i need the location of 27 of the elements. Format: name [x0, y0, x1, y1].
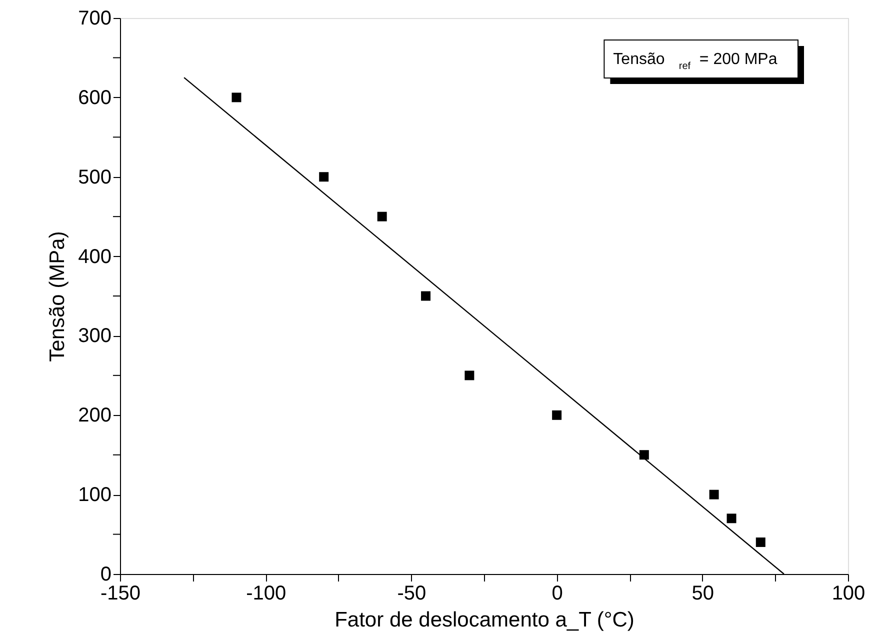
- y-tick-label: 0: [100, 564, 112, 586]
- x-tick-label: 0: [552, 582, 563, 604]
- x-tick-label: -150: [100, 582, 141, 604]
- y-tick-label: 500: [78, 166, 112, 188]
- y-tick-label: 100: [78, 484, 112, 506]
- x-tick-label: 100: [832, 582, 866, 604]
- point: [709, 490, 719, 500]
- point: [726, 514, 736, 524]
- point: [421, 291, 431, 301]
- y-tick-label: 300: [78, 325, 112, 348]
- x-tick-label: -50: [397, 582, 426, 604]
- x-tick-label: 50: [692, 582, 714, 604]
- y-axis-title: Tensão (MPa): [46, 231, 70, 362]
- point: [232, 92, 242, 102]
- point: [377, 212, 387, 222]
- y-tick-label: 400: [78, 246, 112, 268]
- point: [756, 537, 766, 547]
- y-tick-label: 600: [78, 86, 112, 109]
- x-tick-label: -100: [246, 582, 286, 604]
- x-axis-title: Fator de deslocamento a_T (°C): [334, 608, 634, 632]
- point: [319, 172, 329, 182]
- y-tick-label: 700: [78, 8, 112, 30]
- y-tick-label: 200: [78, 404, 112, 427]
- point: [639, 450, 649, 460]
- annotation: Tensão ref = 200 MPa: [613, 51, 778, 72]
- point: [464, 370, 474, 380]
- point: [552, 410, 562, 420]
